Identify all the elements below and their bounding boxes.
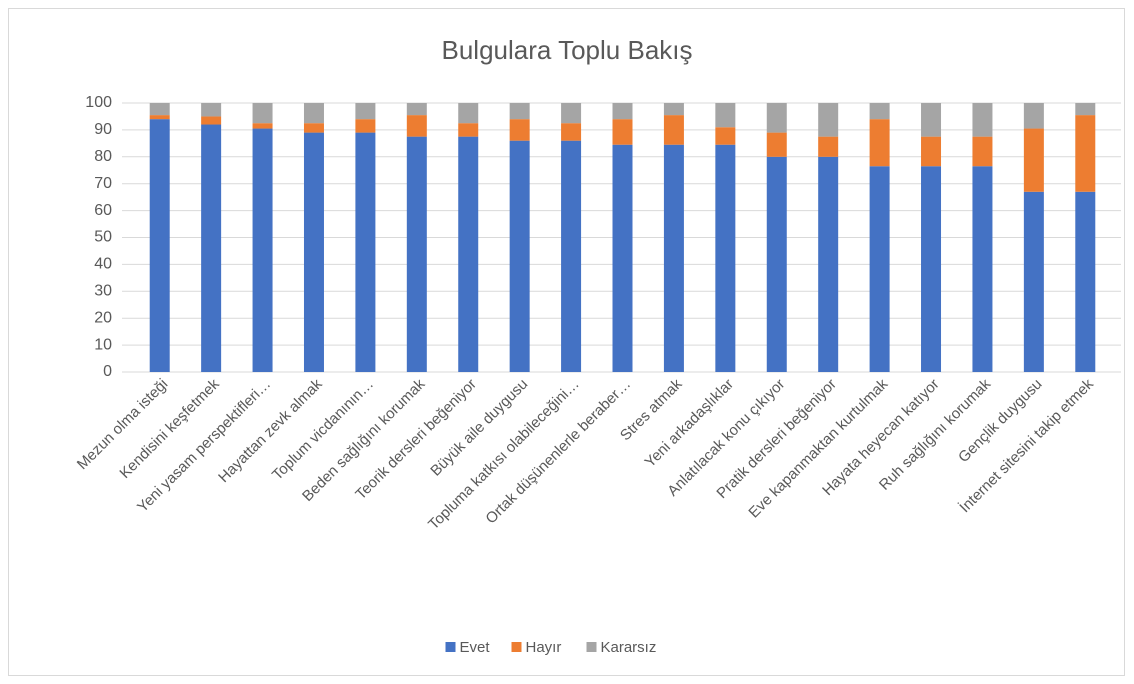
chart-title: Bulgulara Toplu Bakış — [441, 35, 692, 65]
bar-segment — [1023, 191, 1044, 372]
bar-segment — [1075, 103, 1096, 116]
bar-segment — [303, 103, 324, 124]
bar-segment — [1023, 128, 1044, 192]
bar-segment — [1075, 115, 1096, 192]
bar-segment — [1023, 103, 1044, 129]
legend-swatch — [511, 642, 522, 652]
y-tick-label: 40 — [94, 256, 112, 273]
legend-label: Evet — [460, 639, 491, 656]
bar-segment — [715, 144, 736, 372]
bar-segment — [509, 119, 530, 141]
bar-segment — [869, 119, 890, 167]
bar-segment — [561, 123, 582, 141]
bar-segment — [252, 128, 273, 372]
bar-segment — [612, 144, 633, 372]
bar-segment — [149, 119, 170, 372]
bar-segment — [766, 132, 787, 157]
bar-segment — [149, 103, 170, 116]
bar-segment — [818, 156, 839, 372]
bar-segment — [303, 132, 324, 372]
bar-segment — [921, 103, 942, 137]
bar-segment — [818, 136, 839, 157]
bar-segment — [869, 103, 890, 120]
bar-segment — [201, 103, 222, 117]
bar-segment — [406, 115, 427, 137]
bar-segment — [766, 103, 787, 133]
bar-segment — [406, 136, 427, 372]
y-tick-label: 100 — [85, 94, 112, 111]
bar-segment — [252, 123, 273, 129]
legend-label: Kararsız — [601, 639, 657, 656]
bar-segment — [509, 103, 530, 120]
y-tick-label: 80 — [94, 148, 112, 165]
y-tick-label: 20 — [94, 309, 112, 326]
bar-segment — [972, 103, 993, 137]
y-tick-label: 10 — [94, 336, 112, 353]
bar-segment — [458, 103, 479, 124]
bar-segment — [355, 119, 376, 133]
bar-segment — [355, 132, 376, 372]
bar-segment — [663, 144, 684, 372]
bar-segment — [921, 136, 942, 167]
bar-segment — [201, 124, 222, 373]
bar-segment — [458, 123, 479, 137]
bar-segment — [715, 127, 736, 145]
y-tick-label: 90 — [94, 121, 112, 138]
bar-segment — [921, 166, 942, 372]
bar-segment — [509, 140, 530, 372]
bar-segment — [715, 103, 736, 128]
bar-segment — [1075, 191, 1096, 372]
bar-segment — [663, 103, 684, 116]
bar-segment — [561, 103, 582, 124]
bar-segment — [612, 103, 633, 120]
bar-segment — [869, 166, 890, 372]
bar-segment — [406, 103, 427, 116]
y-tick-label: 70 — [94, 175, 112, 192]
bar-segment — [201, 116, 222, 125]
bar-segment — [458, 136, 479, 372]
legend-label: Hayır — [526, 639, 562, 656]
legend-swatch — [445, 642, 456, 652]
y-tick-label: 0 — [103, 363, 112, 380]
bar-segment — [972, 136, 993, 167]
y-tick-label: 60 — [94, 202, 112, 219]
y-tick-label: 30 — [94, 283, 112, 300]
bar-segment — [355, 103, 376, 120]
bar-segment — [303, 123, 324, 133]
y-tick-label: 50 — [94, 229, 112, 246]
legend-swatch — [586, 642, 597, 652]
bar-segment — [663, 115, 684, 145]
bar-segment — [252, 103, 273, 124]
bar-segment — [972, 166, 993, 372]
bar-segment — [561, 140, 582, 372]
bar-segment — [766, 156, 787, 372]
bar-segment — [818, 103, 839, 137]
bar-segment — [612, 119, 633, 145]
bar-segment — [149, 115, 170, 120]
